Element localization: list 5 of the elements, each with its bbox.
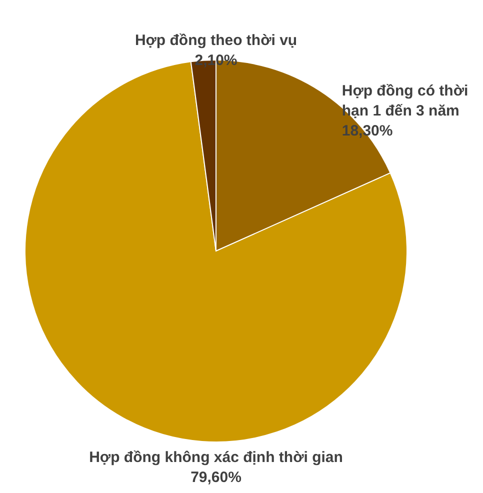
slice-label: Hợp đồng theo thời vụ	[134, 32, 298, 49]
slice-label: Hợp đồng không xác định thời gian	[89, 449, 343, 466]
data-label: 2,10%	[194, 52, 238, 69]
data-label: 79,60%	[190, 469, 242, 486]
slice-label: Hợp đồng có thời hạn 1 đến 3 năm	[342, 82, 468, 120]
